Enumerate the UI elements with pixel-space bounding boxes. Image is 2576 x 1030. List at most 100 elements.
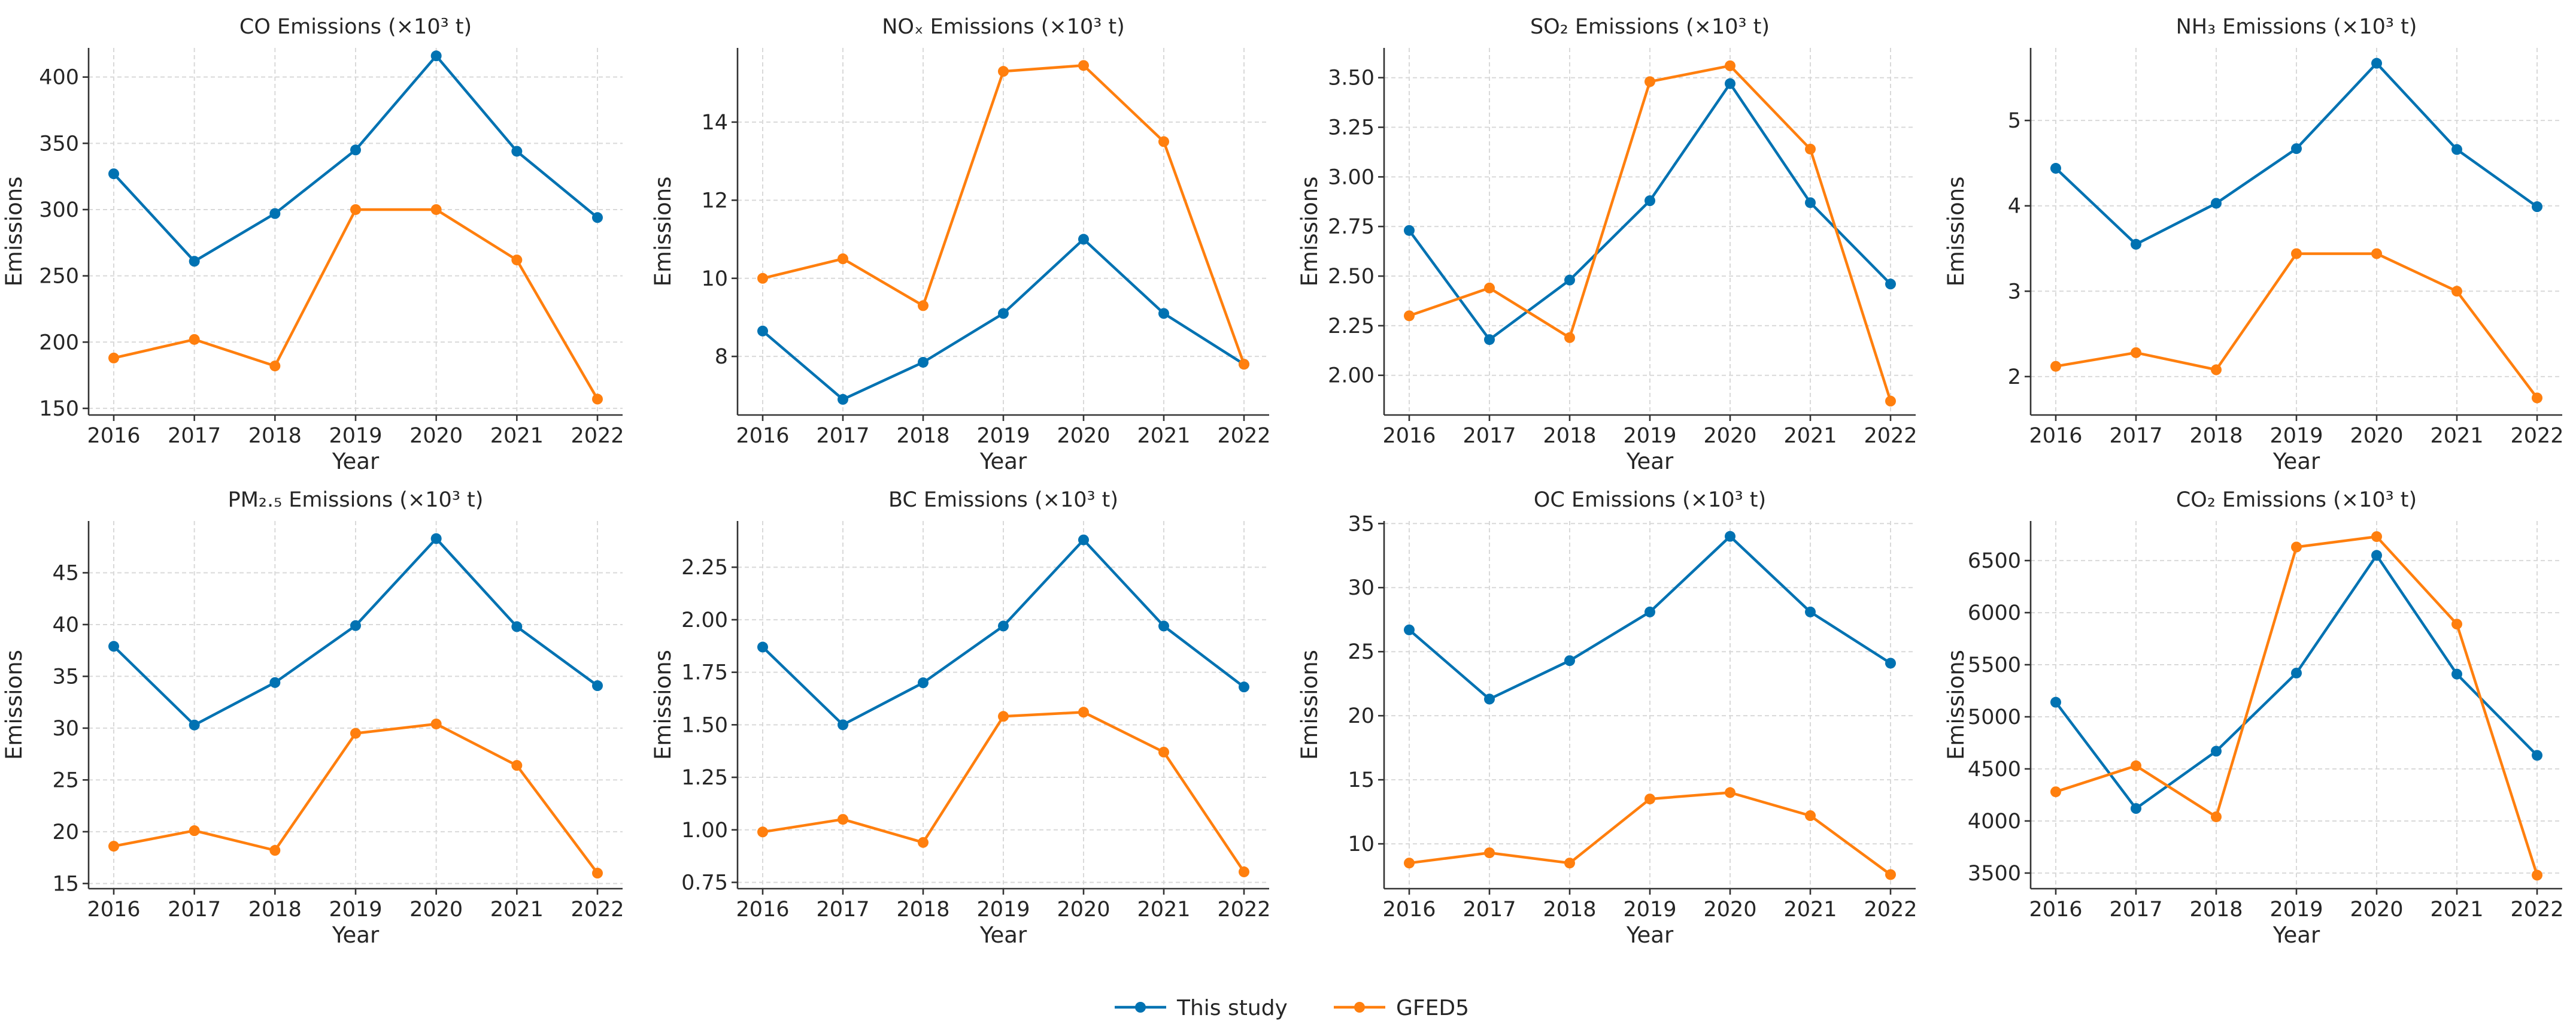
data-point: [511, 146, 523, 157]
panel-title: SO₂ Emissions (×10³ t): [1530, 15, 1770, 39]
data-point: [189, 719, 200, 731]
data-point: [511, 760, 523, 771]
legend-entry: This study: [1115, 996, 1288, 1020]
x-tick-label: 2020: [409, 898, 463, 922]
y-axis-label: Emissions: [1297, 177, 1322, 287]
data-point: [2532, 201, 2542, 213]
data-point: [2131, 803, 2141, 814]
data-point: [918, 677, 929, 689]
x-axis-label: Year: [979, 449, 1027, 474]
x-tick-label: 2017: [1463, 898, 1516, 922]
chart-panel: 2016 2017 2018 2019 2020 2021 2022 150 200 250 300…: [1, 15, 624, 474]
data-point: [189, 825, 200, 837]
chart-panel: 2016 2017 2018 2019 2020 2021 2022 2 3 4 5 NH₃ Emis…: [1943, 15, 2564, 474]
x-tick-label: 2022: [1217, 424, 1270, 448]
data-point: [1885, 658, 1896, 669]
data-point: [2291, 667, 2302, 678]
x-tick-label: 2021: [490, 424, 544, 448]
chart-panel: 2016 2017 2018 2019 2020 2021 2022 0.75 1.00 1.25…: [650, 488, 1271, 948]
x-tick-label: 2016: [87, 424, 140, 448]
data-point: [430, 533, 442, 544]
data-point: [838, 253, 848, 265]
x-tick-label: 2018: [248, 898, 302, 922]
data-point: [1484, 847, 1495, 859]
data-point: [998, 308, 1009, 319]
x-tick-label: 2016: [1382, 424, 1436, 448]
panel-title: BC Emissions (×10³ t): [888, 488, 1118, 512]
data-point: [1564, 332, 1575, 343]
data-point: [2131, 347, 2141, 358]
data-point: [1078, 707, 1089, 718]
data-point: [2050, 786, 2061, 798]
x-tick-label: 2022: [1864, 898, 1917, 922]
y-axis-label: Emissions: [1943, 650, 1969, 760]
x-tick-label: 2022: [571, 424, 624, 448]
y-tick-label: 1.25: [681, 766, 728, 790]
data-point: [2451, 286, 2462, 297]
x-axis-label: Year: [2272, 449, 2320, 474]
data-point: [1484, 693, 1495, 705]
data-point: [108, 641, 119, 652]
x-tick-label: 2022: [1864, 424, 1917, 448]
data-point: [1078, 534, 1089, 546]
x-tick-label: 2020: [409, 424, 463, 448]
y-tick-label: 5: [2008, 109, 2021, 133]
data-point: [1404, 310, 1415, 322]
data-point: [108, 168, 119, 180]
x-tick-label: 2019: [329, 898, 382, 922]
data-point: [1239, 359, 1249, 370]
data-point: [1885, 395, 1896, 407]
data-point: [757, 272, 768, 284]
x-tick-label: 2018: [2189, 898, 2243, 922]
data-point: [2532, 392, 2542, 404]
y-axis-label: Emissions: [1, 177, 27, 287]
y-tick-label: 20: [52, 820, 79, 844]
data-point: [2131, 760, 2141, 771]
data-point: [1805, 197, 1816, 208]
y-tick-label: 35: [1348, 512, 1375, 536]
x-tick-label: 2018: [896, 424, 949, 448]
y-tick-label: 15: [1348, 768, 1375, 792]
x-tick-label: 2017: [2109, 424, 2162, 448]
data-point: [1484, 334, 1495, 346]
y-tick-label: 1.75: [681, 661, 728, 685]
data-point: [2451, 144, 2462, 155]
data-point: [2371, 248, 2382, 259]
data-point: [918, 837, 929, 848]
y-tick-label: 30: [1348, 576, 1375, 600]
y-tick-label: 0.75: [681, 871, 728, 895]
data-point: [1885, 869, 1896, 880]
y-axis-label: Emissions: [1943, 177, 1969, 287]
x-tick-label: 2018: [248, 424, 302, 448]
data-point: [2291, 541, 2302, 553]
panels: 2016 2017 2018 2019 2020 2021 2022150200250300…: [1, 15, 2564, 948]
data-point: [757, 641, 768, 653]
data-point: [2050, 163, 2061, 174]
chart-panel: 2016 2017 2018 2019 2020 2021 2022 15 20 25 30 35 40…: [1, 488, 624, 948]
data-point: [1239, 866, 1249, 877]
panel-title: CO₂ Emissions (×10³ t): [2176, 488, 2417, 512]
y-tick-label: 40: [52, 613, 79, 637]
data-point: [1725, 78, 1735, 89]
data-point: [269, 360, 281, 372]
x-tick-label: 2017: [2109, 898, 2162, 922]
data-point: [350, 728, 361, 739]
x-tick-label: 2020: [1057, 424, 1110, 448]
data-point: [592, 868, 603, 879]
legend-marker: [1135, 1002, 1146, 1013]
y-tick-label: 150: [39, 397, 79, 421]
data-point: [1564, 655, 1575, 667]
x-tick-label: 2022: [1217, 898, 1270, 922]
data-point: [2532, 750, 2542, 761]
x-tick-label: 2017: [816, 424, 869, 448]
x-tick-label: 2019: [1623, 898, 1676, 922]
data-point: [2211, 811, 2222, 822]
data-point: [350, 144, 361, 156]
y-tick-label: 3500: [1968, 862, 2021, 886]
data-point: [108, 841, 119, 852]
y-tick-label: 200: [39, 331, 79, 355]
data-point: [838, 814, 848, 825]
data-point: [1644, 195, 1655, 207]
x-tick-label: 2021: [1137, 898, 1190, 922]
y-tick-label: 25: [1348, 640, 1375, 664]
